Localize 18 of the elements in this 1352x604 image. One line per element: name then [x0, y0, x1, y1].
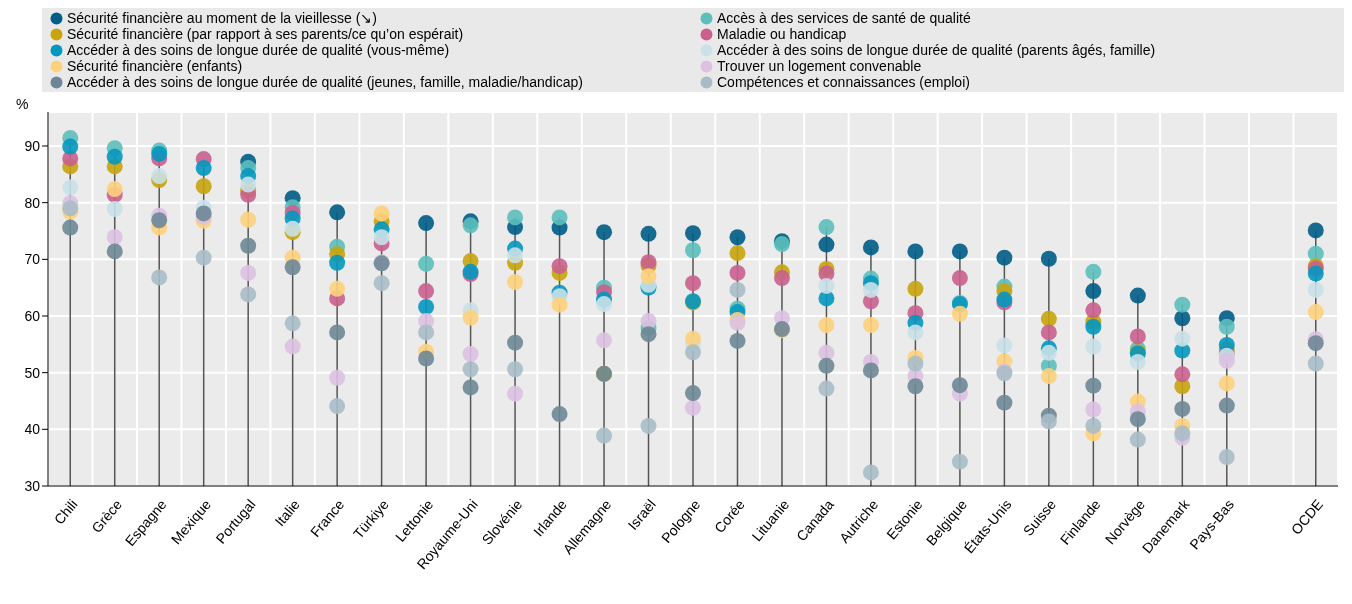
- legend-label: Sécurité financière (par rapport à ses parents/ce qu’on espérait): [67, 26, 464, 42]
- legend-label: Accéder à des soins de longue durée de qualité (jeunes, famille, maladie/handicap): [67, 74, 583, 90]
- legend-label: Compétences et connaissances (emploi): [717, 74, 970, 90]
- y-tick-label: 70: [24, 251, 41, 268]
- legend-label: Maladie ou handicap: [717, 26, 847, 42]
- legend-label: Accès à des services de santé de qualité: [717, 10, 971, 26]
- y-tick-label: 80: [24, 194, 41, 211]
- legend-label: Accéder à des soins de longue durée de qualité (parents âgés, famille): [717, 42, 1156, 58]
- y-tick-label: 30: [24, 477, 41, 494]
- y-tick-label: 40: [24, 421, 41, 438]
- legend-label: Accéder à des soins de longue durée de qualité (vous-même): [67, 42, 450, 58]
- y-tick-label: 90: [24, 137, 41, 154]
- legend-label: Sécurité financière (enfants): [67, 58, 243, 74]
- legend-label: Trouver un logement convenable: [717, 58, 922, 74]
- y-tick-label: 60: [24, 307, 41, 324]
- y-axis-title: %: [16, 96, 29, 112]
- y-tick-label: 50: [24, 364, 41, 381]
- legend-label: Sécurité financière au moment de la vieillesse (↘): [67, 10, 378, 26]
